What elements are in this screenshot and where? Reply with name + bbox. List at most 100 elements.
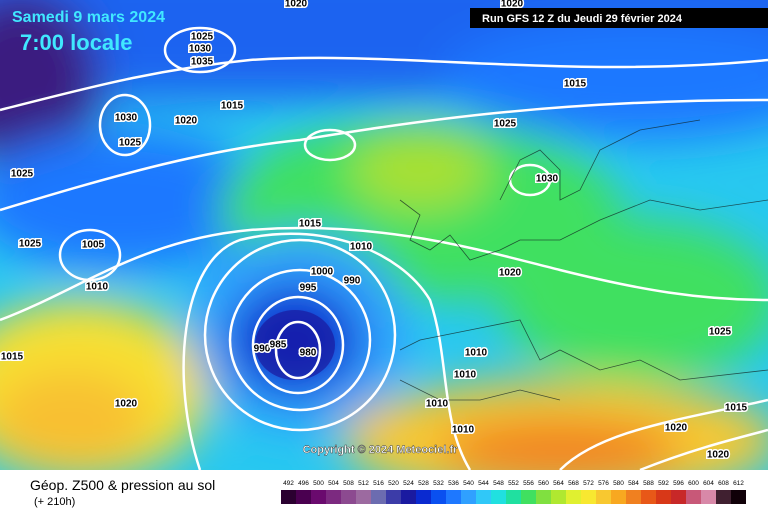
scale-label: 608	[718, 480, 729, 487]
scale-swatch	[611, 490, 626, 504]
isobar-label: 1010	[452, 425, 475, 436]
scale-swatch	[536, 490, 551, 504]
scale-label: 516	[373, 480, 384, 487]
color-scale: 492 496 500 504 508 512 516 520 524 528 532 536 540 5…	[281, 480, 746, 504]
isobar-label: 1025	[19, 239, 42, 250]
isobar-label: 1010	[350, 242, 373, 253]
scale-swatch	[671, 490, 686, 504]
scale-label: 540	[463, 480, 474, 487]
scale-swatch	[716, 490, 731, 504]
scale-swatch	[326, 490, 341, 504]
map: 1020 1025 1030 1035 1030 1025 1020 1015 1025 1025…	[0, 0, 768, 470]
isobar-label: 1020	[665, 423, 688, 434]
isobar-label: 1025	[494, 119, 517, 130]
isobar-label: 1015	[299, 219, 322, 230]
scale-label: 612	[733, 480, 744, 487]
scale-swatch	[446, 490, 461, 504]
isobar-label: 1030	[115, 113, 138, 124]
scale-swatch	[476, 490, 491, 504]
isobar-label: 1015	[564, 79, 587, 90]
isobar-label: 1015	[221, 101, 244, 112]
scale-swatch	[431, 490, 446, 504]
scale-label: 572	[583, 480, 594, 487]
scale-swatch	[371, 490, 386, 504]
scale-label: 560	[538, 480, 549, 487]
run-info: Run GFS 12 Z du Jeudi 29 février 2024	[482, 13, 683, 25]
isobar-label: 1015	[1, 352, 24, 363]
scale-swatch	[296, 490, 311, 504]
isobar-label: 1025	[11, 169, 34, 180]
isobar-label: 1020	[175, 116, 198, 127]
isobar-label: 1025	[119, 138, 142, 149]
isobar-label: 1005	[82, 240, 105, 251]
scale-swatch	[386, 490, 401, 504]
map-time: 7:00 locale	[20, 30, 133, 55]
isobars	[0, 26, 768, 470]
scale-swatch	[461, 490, 476, 504]
isobar-label: 1035	[191, 57, 214, 68]
scale-label: 496	[298, 480, 309, 487]
scale-swatch	[626, 490, 641, 504]
isobar-label: 990	[254, 344, 271, 355]
low-core	[255, 310, 335, 380]
scale-label: 584	[628, 480, 639, 487]
scale-swatch	[311, 490, 326, 504]
scale-label: 604	[703, 480, 714, 487]
scale-label: 592	[658, 480, 669, 487]
scale-label: 520	[388, 480, 399, 487]
isobar-label: 1015	[725, 403, 748, 414]
isobar-label: 1025	[191, 32, 214, 43]
scale-swatch	[596, 490, 611, 504]
isobar-label: 1020	[115, 399, 138, 410]
scale-label: 568	[568, 480, 579, 487]
isobar-label: 980	[300, 348, 317, 359]
isobar-label: 1020	[501, 0, 524, 10]
scale-swatch	[701, 490, 716, 504]
scale-swatch	[416, 490, 431, 504]
isobar-label: 1020	[285, 0, 308, 10]
scale-label: 552	[508, 480, 519, 487]
isobar-label: 1010	[465, 348, 488, 359]
isobar-label: 1010	[426, 399, 449, 410]
scale-label: 536	[448, 480, 459, 487]
scale-label: 580	[613, 480, 624, 487]
scale-label: 596	[673, 480, 684, 487]
scale-swatch	[521, 490, 536, 504]
scale-swatch	[566, 490, 581, 504]
copyright: Copyright © 2024 Meteociel.fr	[303, 444, 459, 456]
scale-label: 576	[598, 480, 609, 487]
scale-label: 508	[343, 480, 354, 487]
scale-label: 532	[433, 480, 444, 487]
scale-swatch	[656, 490, 671, 504]
scale-label: 600	[688, 480, 699, 487]
isobar-label: 1030	[536, 174, 559, 185]
scale-label: 564	[553, 480, 564, 487]
scale-swatch	[641, 490, 656, 504]
scale-label: 544	[478, 480, 489, 487]
map-date: Samedi 9 mars 2024	[12, 9, 165, 26]
scale-swatch	[686, 490, 701, 504]
scale-label: 512	[358, 480, 369, 487]
scale-label: 492	[283, 480, 294, 487]
scale-swatch	[401, 490, 416, 504]
scale-label: 504	[328, 480, 339, 487]
scale-label: 556	[523, 480, 534, 487]
scale-swatch	[551, 490, 566, 504]
scale-swatch	[491, 490, 506, 504]
scale-swatch	[341, 490, 356, 504]
isobar-labels: 1020 1025 1030 1035 1030 1025 1020 1015 1025 1025…	[0, 0, 749, 462]
isobar-label: 1020	[707, 450, 730, 461]
isobar-label: 1000	[311, 267, 334, 278]
scale-label: 524	[403, 480, 414, 487]
isobar-label: 985	[270, 340, 287, 351]
scale-swatch	[356, 490, 371, 504]
isobar-label: 1025	[709, 327, 732, 338]
coastlines	[399, 119, 768, 401]
run-box	[470, 8, 768, 28]
footer-title: Géop. Z500 & pression au sol	[30, 477, 215, 493]
isobar-label: 1010	[454, 370, 477, 381]
footer-lead: (+ 210h)	[34, 496, 75, 508]
scale-label: 528	[418, 480, 429, 487]
isobar-label: 1020	[499, 268, 522, 279]
